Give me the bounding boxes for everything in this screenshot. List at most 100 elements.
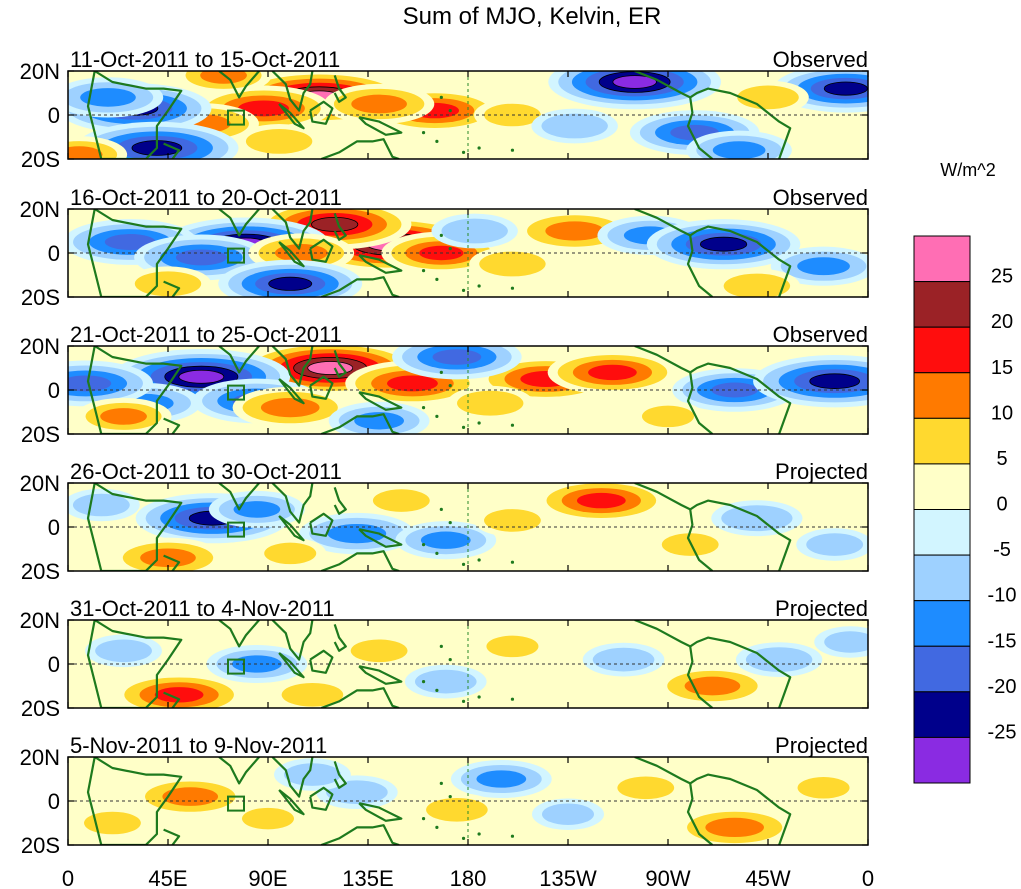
coastline (86, 209, 183, 297)
coastline (163, 691, 181, 708)
anomaly-blob (351, 94, 407, 114)
island (435, 551, 439, 556)
colorbar: W/m^2 25 20 15 10 5 0 -5 -10 -15 -20 -25 (913, 160, 1017, 784)
anomaly-blob (479, 251, 546, 277)
colorbar-label: -25 (988, 721, 1017, 743)
anomaly-blob (617, 776, 675, 800)
coastline (86, 71, 183, 159)
panel-period: 21-Oct-2011 to 25-Oct-2011 (70, 322, 342, 347)
island (448, 384, 452, 388)
anomaly-blob (797, 777, 850, 799)
panel-6: 20N 0 20S 5-Nov-2011 to 9-Nov-2011 Projected (20, 733, 869, 858)
anomaly-blob (542, 803, 594, 825)
coastline (218, 209, 260, 237)
coastline (686, 372, 714, 434)
anomaly-blob (612, 75, 657, 89)
panel-period: 26-Oct-2011 to 30-Oct-2011 (70, 459, 342, 484)
colorbar-swatch (913, 600, 971, 647)
panel-period: 11-Oct-2011 to 15-Oct-2011 (70, 47, 340, 72)
x-tick-label: 135E (342, 866, 393, 889)
y-tick-label: 20N (20, 59, 60, 84)
island (461, 562, 466, 567)
x-tick-label: 0 (862, 866, 874, 889)
panels-group: 20N 0 20S 11-Oct-2011 to 15-Oct-2011 Observe… (20, 47, 869, 858)
y-tick-label: 20N (20, 745, 60, 770)
anomaly-blob (350, 639, 408, 663)
anomaly-blob (162, 787, 219, 806)
anomaly-blob (441, 218, 508, 244)
anomaly-blob (592, 647, 655, 672)
coastline (333, 761, 347, 789)
panel-period: 5-Nov-2011 to 9-Nov-2011 (70, 733, 327, 758)
coastline (163, 417, 181, 434)
panel-status: Observed (773, 185, 868, 210)
coastline (218, 71, 260, 99)
colorbar-swatch (913, 645, 971, 693)
y-tick-label: 20S (21, 422, 60, 447)
panel-4: 20N 0 20S 26-Oct-2011 to 30-Oct-2011 Project… (20, 459, 869, 584)
anomaly-blob (245, 129, 313, 154)
coastline (86, 483, 183, 571)
y-tick-label: 0 (48, 652, 60, 677)
island (477, 832, 481, 836)
coastline (278, 103, 305, 130)
anomaly-blob (809, 373, 860, 389)
anomaly-blob (311, 217, 359, 232)
x-tick-label: 90E (248, 866, 287, 889)
anomaly-blob (264, 542, 317, 565)
coastline (634, 620, 792, 708)
island (461, 425, 466, 429)
coastline (358, 116, 403, 136)
coastline (358, 528, 403, 548)
anomaly-blob (699, 236, 748, 252)
coastline (278, 241, 305, 268)
island (448, 521, 452, 525)
island (477, 421, 481, 425)
y-tick-label: 0 (48, 241, 60, 266)
colorbar-swatch (913, 326, 971, 374)
coastline (278, 515, 305, 542)
coastline (333, 213, 347, 241)
x-tick-label: 135W (539, 866, 597, 889)
y-tick-label: 0 (48, 789, 60, 814)
coastline (309, 100, 334, 125)
anomaly-blob (684, 676, 741, 696)
y-tick-label: 20S (21, 285, 60, 310)
colorbar-swatch (913, 463, 971, 510)
colorbar-swatch (913, 235, 971, 283)
colorbar-swatch (913, 736, 971, 784)
coastline (634, 483, 792, 571)
coastline (686, 646, 714, 708)
coastline (358, 665, 403, 685)
coastline (358, 391, 403, 411)
coastline (320, 687, 400, 708)
coastline (333, 350, 347, 378)
anomaly-blob (104, 234, 156, 250)
anomaly-blob (238, 100, 289, 117)
coastline (686, 97, 714, 159)
anomaly-blob (284, 763, 341, 786)
anomaly-blob (823, 81, 868, 96)
region-box (227, 109, 245, 126)
anomaly-blob (486, 635, 539, 658)
coastline (309, 238, 334, 263)
coastline (333, 624, 347, 652)
anomaly-blob (233, 501, 281, 518)
anomaly-blob (154, 687, 204, 703)
y-tick-label: 0 (48, 103, 60, 128)
island (435, 825, 439, 830)
anomaly-blob (642, 405, 694, 428)
anomaly-blob (80, 88, 136, 107)
coastline (309, 375, 334, 400)
island (510, 286, 515, 290)
coastline (271, 71, 314, 112)
coastline (86, 757, 183, 845)
panel-3: 20N 0 20S 21-Oct-2011 to 25-Oct-2011 Observe… (20, 322, 869, 447)
coastline (163, 280, 181, 297)
coastline (358, 254, 403, 274)
x-tick-label: 90W (645, 866, 690, 889)
island (510, 423, 515, 427)
coastline (634, 209, 792, 297)
colorbar-label: -20 (988, 676, 1017, 698)
island (439, 507, 443, 511)
